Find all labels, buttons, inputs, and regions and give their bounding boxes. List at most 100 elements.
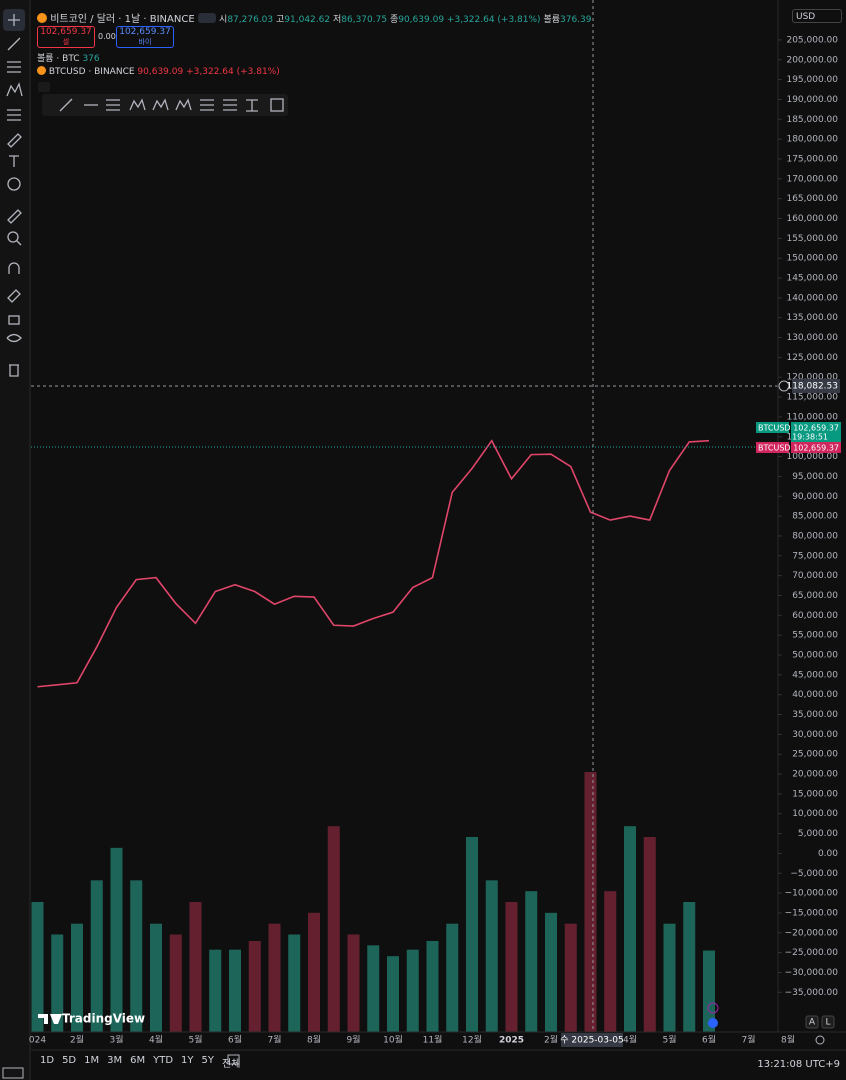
tag2-price-bg (791, 442, 841, 453)
y-tick-label: 180,000.00 (786, 135, 838, 145)
volume-bar (51, 934, 64, 1032)
volume-bar (703, 950, 715, 1032)
y-tick-label: 140,000.00 (786, 293, 838, 303)
y-tick-label: 150,000.00 (786, 254, 838, 264)
tool-icons[interactable] (6, 14, 23, 377)
range-button[interactable]: 1Y (181, 1055, 194, 1066)
y-tick-label: 115,000.00 (786, 393, 838, 403)
volume-bar (663, 923, 676, 1032)
scale-a[interactable]: A (809, 1018, 816, 1028)
indicator-value: 376 (82, 54, 100, 64)
scale-button[interactable] (805, 1015, 819, 1029)
range-button[interactable]: 3M (107, 1055, 123, 1066)
crosshair-price: 118,082.53 (786, 382, 838, 392)
ohlc-label: 저 (332, 15, 342, 25)
y-tick-label: 80,000.00 (792, 531, 838, 541)
volume-bar (406, 949, 419, 1032)
volume-bar (189, 902, 202, 1032)
x-tick-label: 4월 (149, 1034, 163, 1046)
y-tick-label: 185,000.00 (786, 115, 838, 125)
volume-bar (268, 923, 281, 1032)
ohlc-label: 시 (219, 15, 228, 25)
range-button[interactable]: 1M (84, 1055, 100, 1066)
y-tick-label: 190,000.00 (786, 95, 838, 105)
y-tick-label: 45,000.00 (792, 670, 838, 680)
x-tick-label: 11월 (423, 1034, 443, 1046)
share-button[interactable] (197, 13, 216, 23)
volume-bar (347, 934, 360, 1032)
indicator-name: 볼륨 · BTC (37, 54, 80, 64)
range-button[interactable]: 6M (130, 1055, 146, 1066)
y-tick-label: −35,000.00 (785, 988, 839, 998)
goto-date-icon[interactable] (227, 1054, 240, 1065)
volume-bar (308, 912, 320, 1032)
y-tick-label: −30,000.00 (785, 968, 839, 978)
indicator-name: BTCUSD · BINANCE (48, 67, 135, 77)
clock: 13:21:08 UTC+9 (757, 1059, 840, 1070)
sell-label: 셀 (62, 38, 70, 46)
buy-label: 바이 (138, 38, 152, 46)
change: +3,322.64 (+3.81%) (446, 15, 541, 25)
range-button[interactable]: 5D (62, 1055, 77, 1066)
scale-l[interactable]: L (825, 1018, 830, 1028)
drawing-tools[interactable] (59, 98, 284, 112)
volume-bar (130, 880, 143, 1032)
volume-bar (505, 902, 518, 1032)
x-tick-label: 9월 (346, 1034, 360, 1046)
tag-symbol: BTCUSD (758, 424, 791, 433)
x-tick-label: 024 (29, 1036, 46, 1046)
volume-bar (564, 923, 577, 1032)
tag-symbol-bg (756, 422, 789, 433)
range-button[interactable]: YTD (153, 1055, 174, 1066)
tag2-symbol-bg (756, 442, 789, 453)
y-tick-label: 25,000.00 (792, 750, 838, 760)
y-tick-label: 195,000.00 (786, 75, 838, 85)
y-tick-label: 55,000.00 (792, 631, 838, 641)
x-tick-label: 10월 (383, 1034, 403, 1046)
y-tick-label: 65,000.00 (792, 591, 838, 601)
tag-price-bg (791, 422, 841, 442)
crosshair-plus[interactable] (778, 380, 790, 392)
scale-button[interactable] (821, 1015, 835, 1029)
y-tick-label: 155,000.00 (786, 234, 838, 244)
x-tick-label: 2월 (544, 1034, 558, 1046)
symbol-title[interactable]: 비트코인 / 달러 · 1날 · BINANCE (50, 14, 195, 25)
crosshair-date-bg (561, 1033, 623, 1047)
btc-icon (37, 66, 46, 75)
currency-select[interactable]: USD (792, 9, 842, 23)
compare-indicator: BTCUSD · BINANCE 90,639.09 +3,322.64 (+3… (37, 66, 280, 77)
range-button[interactable]: 전체 (222, 1059, 241, 1070)
volume-bar (229, 949, 241, 1032)
y-tick-label: −25,000.00 (785, 948, 839, 958)
y-tick-label: 165,000.00 (786, 194, 838, 204)
tag-price: 102,659.37 (793, 424, 839, 433)
range-button[interactable]: 5Y (201, 1055, 215, 1066)
y-tick-label: 175,000.00 (786, 154, 838, 164)
alert-icon[interactable] (707, 1002, 719, 1014)
volume-bar (169, 934, 182, 1032)
ohlc-value: 90,639.09 (398, 15, 445, 25)
flag-icon[interactable] (708, 1018, 718, 1028)
y-tick-label: 125,000.00 (786, 353, 838, 363)
y-tick-label: 70,000.00 (792, 571, 838, 581)
collapse-button[interactable] (38, 82, 50, 92)
volume-indicator: 볼륨 · BTC 376 (37, 51, 100, 64)
sell-price: 102,659.37 (40, 27, 92, 37)
indicator-change: +3,322.64 (+3.81%) (186, 67, 280, 77)
y-tick-label: 75,000.00 (792, 551, 838, 561)
volume-bar (485, 880, 498, 1032)
volume-bar (110, 847, 123, 1032)
settings-icon[interactable] (815, 1035, 825, 1045)
logo: TradingView (62, 1012, 145, 1026)
favorite-icon[interactable] (2, 1067, 24, 1079)
y-tick-label: 90,000.00 (792, 492, 838, 502)
buy-price: 102,659.37 (119, 27, 171, 37)
volume-bar (327, 826, 340, 1032)
range-button[interactable]: 1D (40, 1055, 55, 1066)
x-tick-label: 5월 (188, 1034, 202, 1046)
buy-button[interactable]: 102,659.37 바이 (116, 26, 174, 48)
volume-bar (604, 891, 617, 1032)
sell-button[interactable]: 102,659.37 셀 (37, 26, 95, 48)
tag2-price: 102,659.37 (793, 444, 839, 453)
